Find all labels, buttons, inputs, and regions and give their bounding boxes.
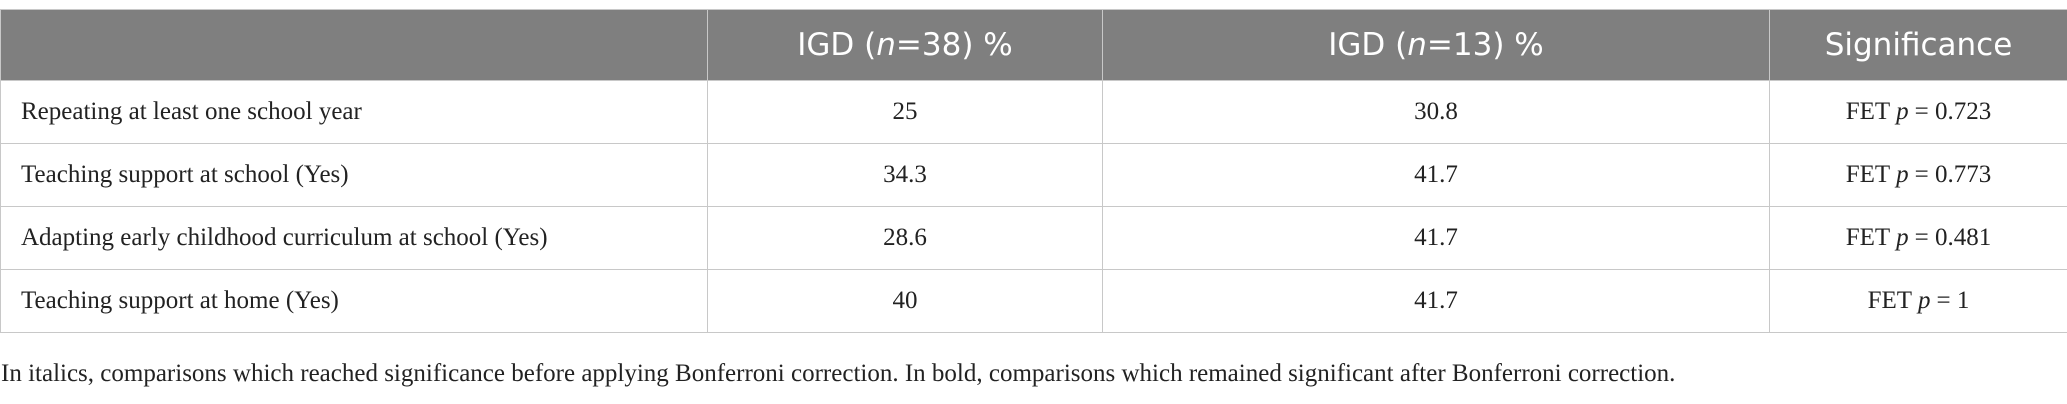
footnote: In italics, comparisons which reached si… (1, 360, 1676, 387)
table-row: Teaching support at home (Yes) 40 41.7 FET p… (0, 269, 2067, 333)
value-cell: 41.7 (1102, 143, 1770, 207)
significance-cell: FET p = 0.723 (1769, 80, 2067, 144)
value-cell: 40 (707, 269, 1103, 333)
table-row: Adapting early childhood curriculum at s… (0, 206, 2067, 270)
header-text: =13) % (1426, 27, 1544, 63)
header-cell: IGD (n=13) % (1102, 9, 1770, 81)
row-label: Repeating at least one school year (0, 80, 708, 144)
test-name: FET (1845, 98, 1891, 125)
header-text: IGD ( (1328, 27, 1408, 63)
test-name: FET (1845, 224, 1891, 251)
value-cell: 34.3 (707, 143, 1103, 207)
stat-symbol: p (1896, 98, 1909, 125)
value-cell: 28.6 (707, 206, 1103, 270)
test-name: FET (1867, 287, 1913, 314)
header-text: =38) % (895, 27, 1013, 63)
header-cell (0, 9, 708, 81)
table-body: Repeating at least one school year 25 30.8… (0, 80, 2067, 333)
test-result: = 0.773 (1914, 161, 1992, 188)
table-row: Teaching support at school (Yes) 34.3 41.7… (0, 143, 2067, 207)
stat-symbol: p (1896, 161, 1909, 188)
row-label: Teaching support at school (Yes) (0, 143, 708, 207)
header-text: Significance (1824, 27, 2013, 63)
value-cell: 41.7 (1102, 269, 1770, 333)
header-italic: n (876, 27, 896, 63)
header-italic: n (1407, 27, 1427, 63)
significance-cell: FET p = 1 (1769, 269, 2067, 333)
significance-cell: FET p = 0.773 (1769, 143, 2067, 207)
test-name: FET (1845, 161, 1891, 188)
table-row: Repeating at least one school year 25 30.8… (0, 80, 2067, 144)
test-result: = 0.481 (1914, 224, 1992, 251)
significance-cell: FET p = 0.481 (1769, 206, 2067, 270)
value-cell: 41.7 (1102, 206, 1770, 270)
stat-symbol: p (1918, 287, 1931, 314)
header-row: IGD (n=38) % IGD (n=13) % Significance (0, 9, 2067, 81)
value-cell: 25 (707, 80, 1103, 144)
test-result: = 1 (1936, 287, 1970, 314)
header-text: IGD ( (797, 27, 877, 63)
test-result: = 0.723 (1914, 98, 1992, 125)
header-cell: Significance (1769, 9, 2067, 81)
data-table: IGD (n=38) % IGD (n=13) % Significance Rep… (0, 9, 2067, 333)
value-cell: 30.8 (1102, 80, 1770, 144)
stat-symbol: p (1896, 224, 1909, 251)
row-label: Adapting early childhood curriculum at s… (0, 206, 708, 270)
header-cell: IGD (n=38) % (707, 9, 1103, 81)
row-label: Teaching support at home (Yes) (0, 269, 708, 333)
